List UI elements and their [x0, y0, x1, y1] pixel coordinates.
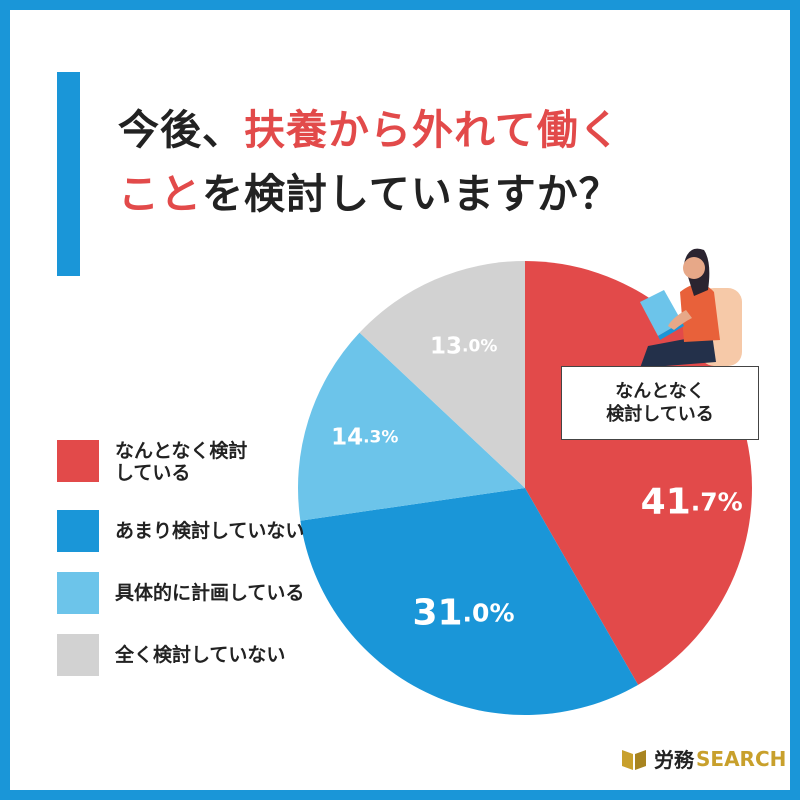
legend-label-4: 全く検討していない: [115, 644, 286, 666]
chart-title: 今後、扶養から外れて働く ことを検討していますか？: [118, 98, 621, 226]
book-logo-icon: [622, 749, 646, 770]
legend-label-1-line-2: している: [115, 462, 191, 484]
pie-value-labels: 41.7% 31.0% 14.3% 13.0%: [331, 333, 743, 634]
logo-text-jp: 労務: [654, 748, 694, 772]
logo: 労務 SEARCH: [620, 744, 786, 773]
pie-slice-mattaku: [359, 261, 525, 488]
legend-swatch-gray: [57, 634, 99, 676]
legend-swatch-red: [57, 440, 99, 482]
pie-slice-gutaiteki: [298, 332, 525, 521]
legend-label-2: あまり検討していない: [115, 520, 305, 542]
title-highlight-2: こと: [118, 170, 202, 218]
legend-label-3: 具体的に計画している: [115, 582, 305, 604]
logo-text-en: SEARCH: [696, 746, 787, 771]
legend-label-1-line-1: なんとなく検討: [115, 440, 248, 462]
pie-value-label-3: 14.3%: [331, 424, 398, 450]
pie-value-label-2: 31.0%: [412, 593, 514, 634]
pie-slice-amari: [300, 488, 639, 716]
pie-value-label-4: 13.0%: [430, 333, 497, 359]
woman-reading-icon: [640, 248, 742, 368]
title-part-2: を検討していますか？: [202, 170, 621, 218]
title-part-1: 今後、: [118, 106, 244, 154]
legend-swatch-blue: [57, 510, 99, 552]
callout-line-2: 検討している: [606, 404, 714, 425]
title-highlight-1: 扶養から外れて働く: [244, 106, 621, 154]
title-accent-bar: [57, 72, 80, 276]
callout-line-1: なんとなく: [615, 381, 705, 402]
pie-value-label-1: 41.7%: [641, 482, 743, 523]
legend-label-1: なんとなく検討 している: [115, 440, 247, 484]
callout-box: なんとなく 検討している: [561, 366, 759, 440]
legend-swatch-light-blue: [57, 572, 99, 614]
